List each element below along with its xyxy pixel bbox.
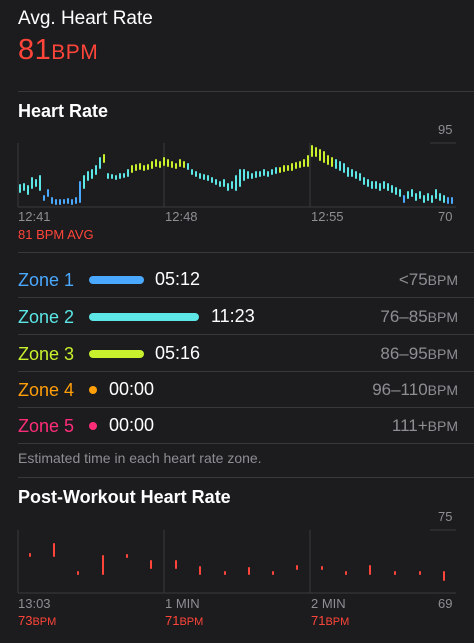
zone-4-range: 96–110BPM bbox=[372, 380, 458, 400]
zone-1-range-unit: BPM bbox=[427, 272, 458, 288]
heart-rate-grid bbox=[17, 142, 456, 208]
zone-3-range: 86–95BPM bbox=[380, 344, 458, 364]
zone-5-dot bbox=[89, 422, 97, 430]
zone-4-label: Zone 4 bbox=[18, 380, 75, 400]
zone-5-range-unit: BPM bbox=[427, 418, 458, 434]
post-value-3: 71BPM bbox=[311, 613, 349, 628]
zone-2-time: 11:23 bbox=[211, 306, 255, 326]
zone-row-4: Zone 4 00:00 96–110BPM bbox=[18, 372, 458, 408]
zone-2-label: Zone 2 bbox=[18, 307, 75, 327]
avg-heart-rate-number: 81 bbox=[18, 34, 52, 66]
zone-2-range-unit: BPM bbox=[427, 309, 458, 325]
zone-4-range-value: 96–110 bbox=[372, 380, 428, 399]
post-x-tick-2: 1 MIN bbox=[165, 596, 200, 611]
post-value-3-number: 71 bbox=[311, 613, 326, 628]
zone-5-label: Zone 5 bbox=[18, 416, 75, 436]
post-value-2: 71BPM bbox=[165, 613, 203, 628]
divider bbox=[18, 371, 474, 372]
divider bbox=[18, 477, 474, 478]
zone-4-dot bbox=[89, 386, 97, 394]
divider bbox=[18, 334, 474, 335]
hr-y-min-label: 70 bbox=[438, 209, 453, 224]
divider bbox=[18, 407, 474, 408]
zone-row-3: Zone 3 05:16 86–95BPM bbox=[18, 336, 458, 372]
zone-row-2: Zone 2 11:23 76–85BPM bbox=[18, 299, 458, 335]
zone-1-time: 05:12 bbox=[155, 269, 201, 289]
post-y-max-label: 75 bbox=[438, 509, 453, 524]
avg-heart-rate-value: 81BPM bbox=[18, 34, 98, 67]
zone-1-range-value: <75 bbox=[398, 270, 428, 289]
zone-5-range-value: 111+ bbox=[391, 416, 428, 435]
divider bbox=[18, 252, 474, 253]
zone-1-range: <75BPM bbox=[399, 270, 458, 290]
post-workout-grid bbox=[17, 529, 456, 594]
hr-y-max-label: 95 bbox=[438, 122, 453, 137]
divider bbox=[18, 443, 474, 444]
avg-heart-rate-unit: BPM bbox=[51, 41, 99, 64]
hr-x-tick-1: 12:41 bbox=[18, 209, 51, 224]
zone-3-time: 05:16 bbox=[155, 343, 201, 363]
post-value-3-unit: BPM bbox=[325, 616, 350, 628]
zone-3-label: Zone 3 bbox=[18, 344, 75, 364]
post-value-2-number: 71 bbox=[165, 613, 180, 628]
zone-2-bar bbox=[89, 313, 199, 321]
zone-5-time: 00:00 bbox=[109, 415, 155, 435]
post-x-tick-1: 13:03 bbox=[18, 596, 51, 611]
zone-row-1: Zone 1 05:12 <75BPM bbox=[18, 262, 458, 298]
zone-row-5: Zone 5 00:00 111+BPM bbox=[18, 408, 458, 444]
post-workout-marks bbox=[29, 543, 445, 581]
zone-5-range: 111+BPM bbox=[392, 416, 458, 436]
hr-x-tick-2: 12:48 bbox=[165, 209, 198, 224]
zone-1-label: Zone 1 bbox=[18, 270, 75, 290]
post-value-2-unit: BPM bbox=[179, 616, 204, 628]
zone-4-time: 00:00 bbox=[109, 379, 155, 399]
zones-footnote: Estimated time in each heart rate zone. bbox=[18, 450, 262, 466]
post-workout-title: Post-Workout Heart Rate bbox=[18, 487, 231, 507]
avg-heart-rate-label: Avg. Heart Rate bbox=[18, 8, 153, 29]
zone-3-range-unit: BPM bbox=[427, 346, 458, 362]
post-value-1-number: 73 bbox=[18, 613, 33, 628]
divider bbox=[18, 297, 474, 298]
post-y-min-label: 69 bbox=[438, 596, 453, 611]
post-value-1: 73BPM bbox=[18, 613, 56, 628]
zone-1-bar bbox=[89, 276, 144, 284]
zone-3-bar bbox=[89, 350, 144, 358]
zone-3-range-value: 86–95 bbox=[380, 344, 428, 363]
zone-2-range-value: 76–85 bbox=[380, 307, 428, 326]
heart-rate-chart bbox=[17, 142, 456, 208]
post-value-1-unit: BPM bbox=[32, 616, 57, 628]
zone-4-range-unit: BPM bbox=[427, 382, 458, 398]
divider bbox=[18, 91, 474, 92]
heart-rate-marks bbox=[19, 145, 453, 205]
hr-avg-note: 81 BPM AVG bbox=[18, 227, 94, 242]
post-x-tick-3: 2 MIN bbox=[311, 596, 346, 611]
hr-x-tick-3: 12:55 bbox=[311, 209, 344, 224]
zone-2-range: 76–85BPM bbox=[380, 307, 458, 327]
heart-rate-title: Heart Rate bbox=[18, 101, 109, 121]
